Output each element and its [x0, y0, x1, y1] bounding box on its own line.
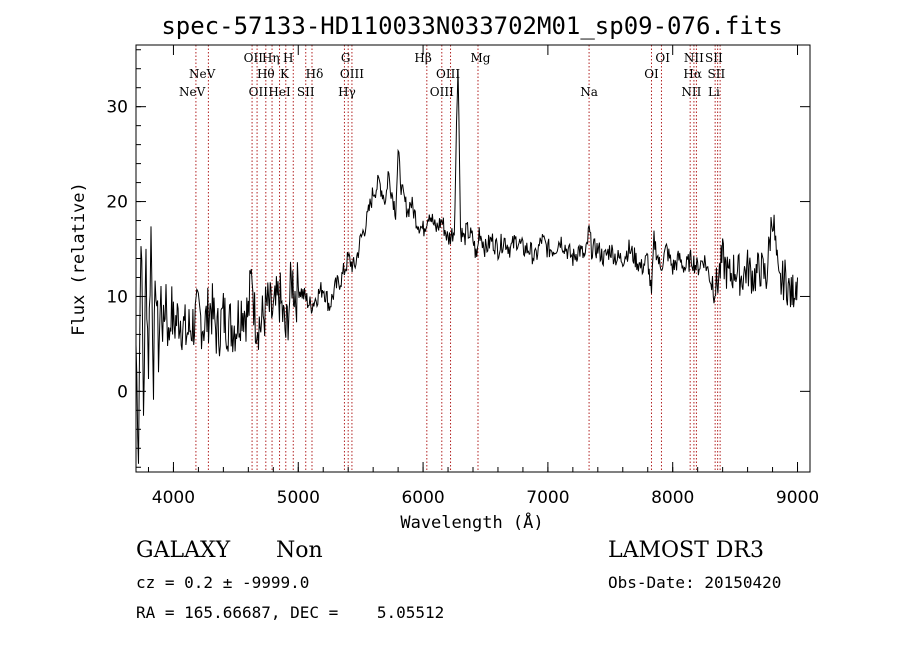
line-label: Hα: [683, 67, 702, 81]
axis-ticks: 4000 5000 6000 7000 8000 9000 0 10 20 30: [106, 45, 819, 508]
object-class: GALAXY: [136, 538, 231, 563]
line-label: Hδ: [306, 67, 324, 81]
line-label: NeV: [179, 85, 206, 99]
line-label: H: [283, 51, 293, 65]
line-label: SII: [297, 85, 315, 99]
flux-series: [135, 69, 798, 464]
line-label: Li: [708, 85, 720, 99]
y-tick-label: 0: [117, 382, 128, 402]
x-tick-label: 5000: [277, 488, 320, 508]
line-label: OII: [249, 85, 269, 99]
line-label: SII: [708, 67, 726, 81]
flux-line: [135, 69, 798, 464]
x-axis-label: Wavelength (Å): [400, 511, 543, 533]
redshift-value: cz = 0.2 ± -9999.0: [136, 573, 310, 592]
y-tick-label: 10: [106, 287, 128, 307]
line-label: OIII: [436, 67, 460, 81]
y-tick-label: 20: [106, 193, 128, 213]
x-tick-label: 8000: [651, 488, 694, 508]
x-tick-label: 9000: [776, 488, 819, 508]
line-label: HeI: [268, 85, 291, 99]
line-label: Na: [580, 85, 598, 99]
y-tick-label: 30: [106, 98, 128, 118]
line-label: Hβ: [414, 51, 431, 65]
line-label: OI: [655, 51, 670, 65]
line-label: NII: [684, 51, 704, 65]
obs-date: Obs-Date: 20150420: [608, 573, 782, 592]
object-subclass: Non: [276, 538, 323, 563]
line-label: OI: [644, 67, 659, 81]
spectral-line-markers: [195, 45, 721, 472]
y-axis-label: Flux (relative): [69, 182, 89, 336]
x-tick-label: 4000: [152, 488, 195, 508]
plot-axes: [135, 44, 811, 473]
line-label: Hθ: [257, 67, 275, 81]
line-label: Mg: [471, 51, 491, 65]
line-label: NII: [681, 85, 701, 99]
line-label: G: [341, 51, 351, 65]
chart-title: spec-57133-HD110033N033702M01_sp09-076.f…: [161, 12, 782, 40]
line-label: OIII: [340, 67, 364, 81]
line-label: Hγ: [338, 85, 356, 99]
line-label: OIII: [430, 85, 454, 99]
line-label: SII: [705, 51, 723, 65]
line-label: OII: [244, 51, 264, 65]
line-label: Hη: [262, 51, 280, 65]
survey-name: LAMOST DR3: [608, 538, 764, 563]
x-tick-label: 7000: [526, 488, 569, 508]
coordinates: RA = 165.66687, DEC = 5.05512: [136, 603, 445, 622]
line-label: K: [280, 67, 290, 81]
plot-frame: [135, 44, 811, 473]
x-tick-label: 6000: [401, 488, 444, 508]
line-label: NeV: [189, 67, 216, 81]
